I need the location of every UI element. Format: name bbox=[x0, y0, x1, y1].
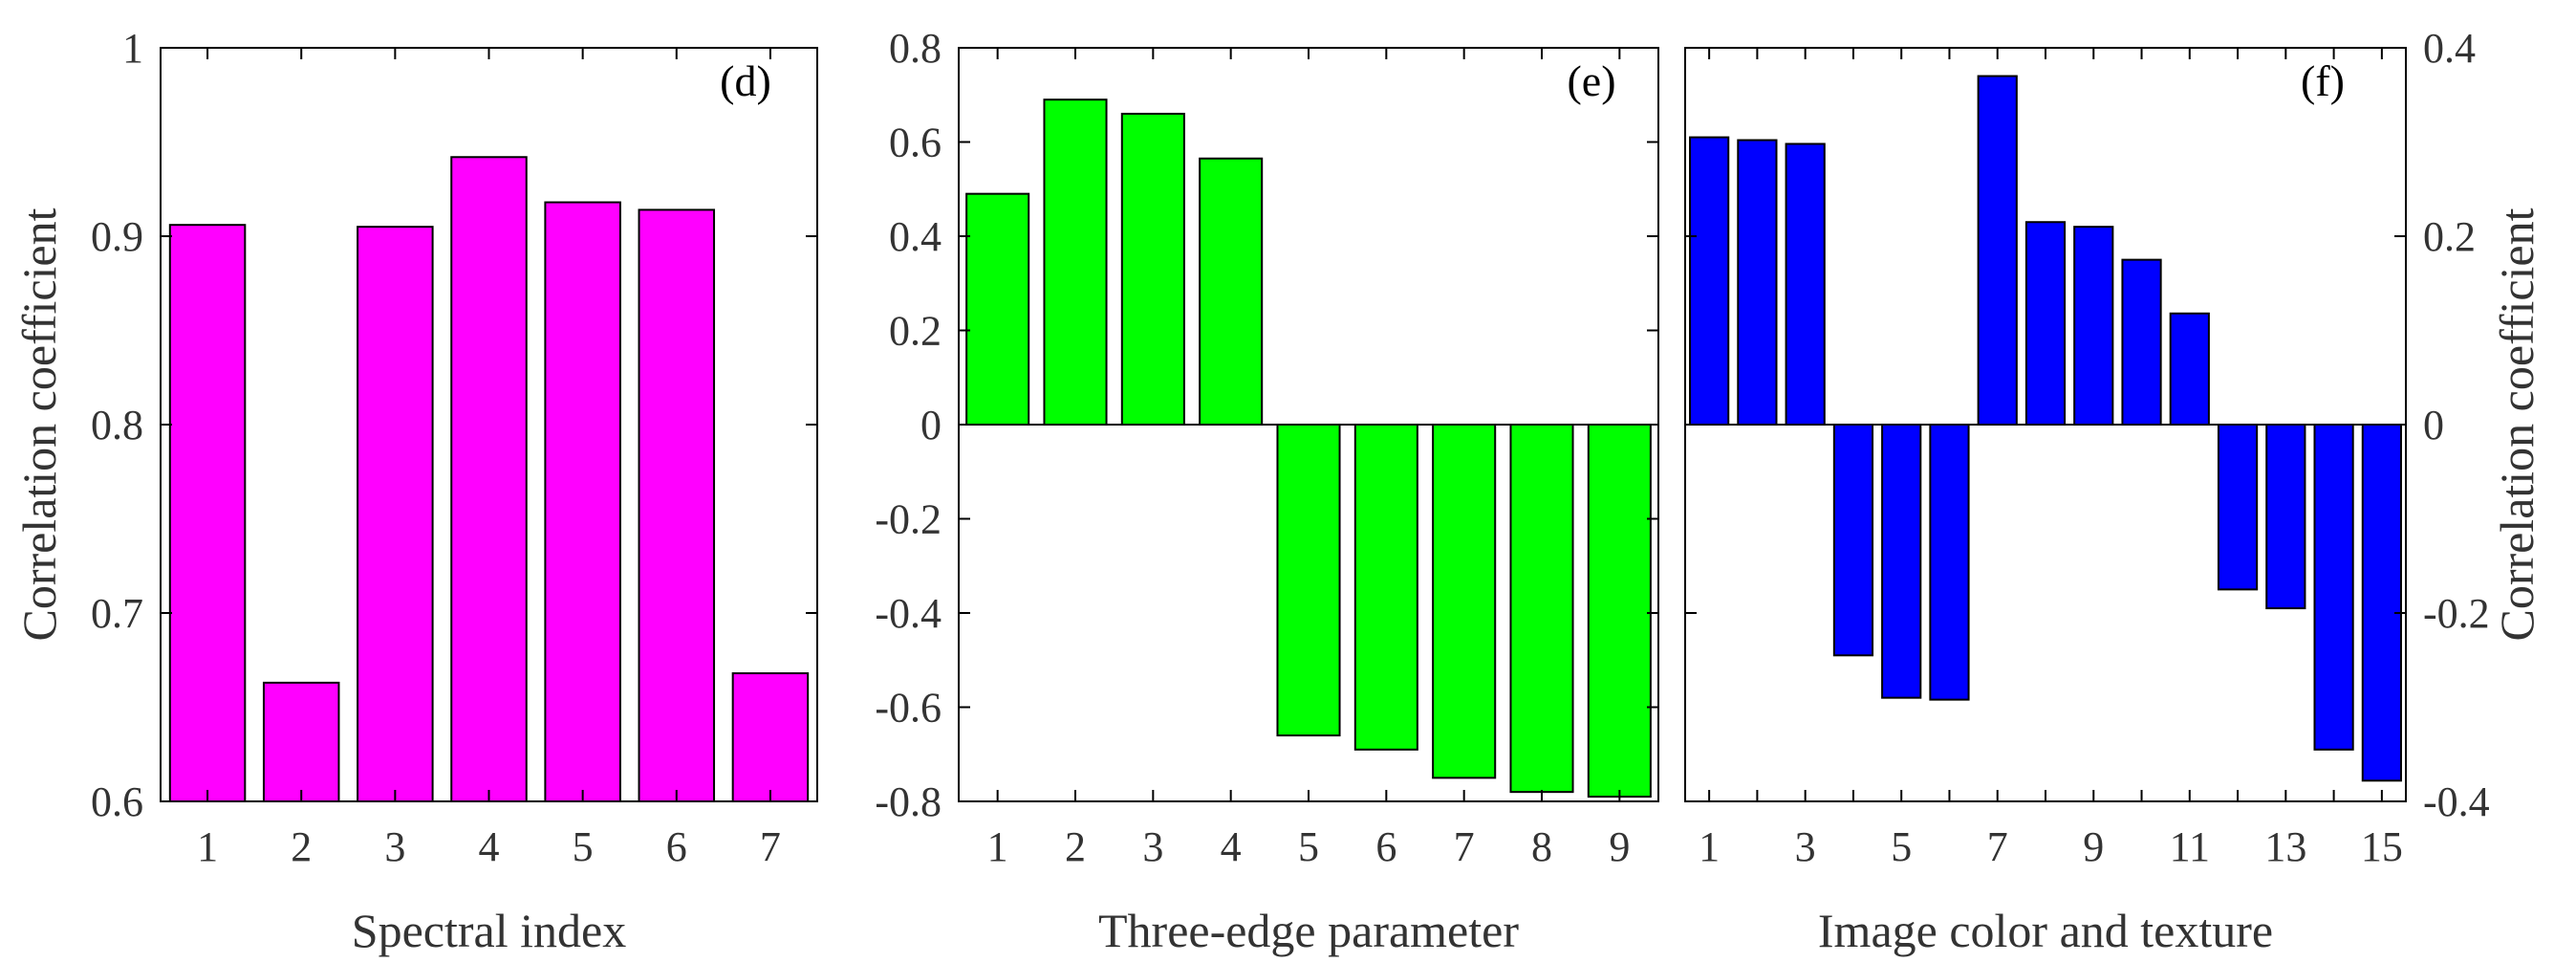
bar-e-2 bbox=[1043, 98, 1108, 427]
bar-f-10 bbox=[2121, 258, 2162, 426]
ytick-label-f-3: 0.2 bbox=[2423, 213, 2476, 260]
xtick-label-e-1: 2 bbox=[1065, 823, 1086, 870]
bar-d-6 bbox=[638, 208, 716, 803]
ytick-label-e-4: 0 bbox=[920, 402, 942, 449]
bar-f-14 bbox=[2313, 424, 2354, 751]
xtick-label-e-8: 9 bbox=[1609, 823, 1630, 870]
bar-e-6 bbox=[1353, 424, 1418, 751]
xtick-label-d-4: 5 bbox=[573, 823, 594, 870]
bar-e-4 bbox=[1199, 157, 1264, 427]
panel-d: 0.6 0.7 0.8 0.9 1 1 2 3 4 5 6 7 Spectral index Correl… bbox=[12, 25, 818, 957]
bar-e-7 bbox=[1432, 424, 1497, 779]
bar-f-5 bbox=[1881, 424, 1922, 699]
bar-e-8 bbox=[1509, 424, 1574, 794]
xtick-label-d-1: 2 bbox=[291, 823, 312, 870]
xtick-label-e-5: 6 bbox=[1375, 823, 1396, 870]
panel-e: -0.8 -0.6 -0.4 -0.2 0 0.2 0.4 0.6 0.8 1 2 3 4 5 6 7 8 9 Th… bbox=[875, 25, 1659, 957]
ytick-label-e-3: -0.2 bbox=[875, 496, 942, 543]
bar-f-6 bbox=[1929, 424, 1970, 701]
bar-f-12 bbox=[2217, 424, 2259, 591]
bar-d-3 bbox=[357, 226, 434, 802]
y-axis-label-f: Correlation coefficient bbox=[2490, 208, 2544, 641]
xtick-label-d-0: 1 bbox=[197, 823, 218, 870]
bar-f-3 bbox=[1785, 142, 1826, 426]
xtick-label-e-6: 7 bbox=[1454, 823, 1475, 870]
ytick-label-e-2: -0.4 bbox=[875, 590, 942, 637]
ytick-label-f-0: -0.4 bbox=[2423, 778, 2490, 825]
xtick-label-f-5: 11 bbox=[2170, 823, 2210, 870]
bar-e-5 bbox=[1276, 424, 1341, 737]
bar-f-8 bbox=[2024, 221, 2067, 426]
ytick-label-d-0: 0.6 bbox=[91, 778, 143, 825]
ytick-label-d-1: 0.7 bbox=[91, 590, 143, 637]
bar-d-1 bbox=[168, 224, 247, 802]
xtick-label-e-4: 5 bbox=[1298, 823, 1319, 870]
xtick-label-f-4: 9 bbox=[2083, 823, 2104, 870]
xtick-label-e-7: 8 bbox=[1531, 823, 1552, 870]
xtick-label-f-1: 3 bbox=[1795, 823, 1816, 870]
bar-f-2 bbox=[1737, 139, 1778, 426]
xtick-label-d-6: 7 bbox=[760, 823, 781, 870]
xtick-label-d-5: 6 bbox=[666, 823, 687, 870]
bar-e-9 bbox=[1587, 424, 1652, 799]
x-axis-label-f: Image color and texture bbox=[1818, 904, 2273, 957]
xtick-label-f-6: 13 bbox=[2264, 823, 2306, 870]
xtick-label-f-3: 7 bbox=[1987, 823, 2008, 870]
bar-e-3 bbox=[1120, 112, 1185, 426]
bar-e-1 bbox=[965, 192, 1030, 426]
xtick-label-d-3: 4 bbox=[479, 823, 500, 870]
xtick-label-d-2: 3 bbox=[384, 823, 405, 870]
ytick-label-d-4: 1 bbox=[122, 25, 143, 72]
ytick-label-d-2: 0.8 bbox=[91, 402, 143, 449]
bar-f-1 bbox=[1689, 136, 1730, 426]
bar-f-4 bbox=[1832, 424, 1874, 657]
ytick-label-e-8: 0.8 bbox=[889, 25, 942, 72]
ytick-label-e-6: 0.4 bbox=[889, 213, 942, 260]
ytick-label-e-5: 0.2 bbox=[889, 308, 942, 355]
ytick-label-e-0: -0.8 bbox=[875, 778, 942, 825]
bar-f-7 bbox=[1977, 75, 2018, 427]
ytick-label-e-7: 0.6 bbox=[889, 120, 942, 166]
bar-d-2 bbox=[262, 681, 340, 803]
x-axis-label-d: Spectral index bbox=[352, 904, 626, 957]
x-axis-label-e: Three-edge parameter bbox=[1098, 904, 1519, 957]
xtick-label-e-0: 1 bbox=[987, 823, 1008, 870]
panel-label-e: (e) bbox=[1567, 56, 1615, 105]
xtick-label-e-2: 3 bbox=[1142, 823, 1163, 870]
ytick-label-f-1: -0.2 bbox=[2423, 590, 2490, 637]
ytick-label-f-4: 0.4 bbox=[2423, 25, 2476, 72]
bar-d-5 bbox=[544, 201, 621, 803]
ytick-label-f-2: 0 bbox=[2423, 402, 2444, 449]
bar-d-7 bbox=[731, 672, 810, 802]
xtick-label-e-3: 4 bbox=[1221, 823, 1242, 870]
y-axis-label-d: Correlation coefficient bbox=[12, 208, 66, 641]
xtick-label-f-2: 5 bbox=[1891, 823, 1912, 870]
bar-f-15 bbox=[2361, 424, 2402, 782]
panel-label-f: (f) bbox=[2301, 56, 2345, 105]
ytick-label-e-1: -0.6 bbox=[875, 685, 942, 732]
xtick-label-f-7: 15 bbox=[2361, 823, 2403, 870]
panel-label-d: (d) bbox=[720, 56, 771, 105]
bar-f-11 bbox=[2169, 312, 2210, 426]
ytick-label-d-3: 0.9 bbox=[91, 213, 143, 260]
bar-f-9 bbox=[2073, 226, 2114, 426]
xtick-label-f-0: 1 bbox=[1699, 823, 1720, 870]
bar-d-4 bbox=[450, 156, 528, 802]
bar-f-13 bbox=[2265, 424, 2306, 610]
